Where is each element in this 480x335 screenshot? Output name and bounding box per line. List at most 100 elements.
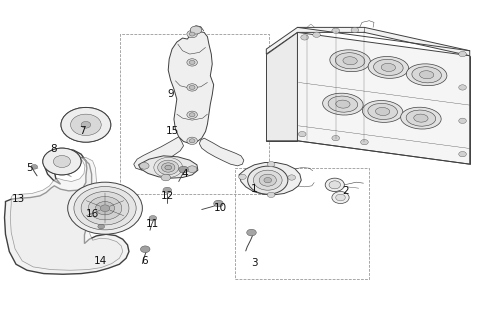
Polygon shape <box>53 148 71 175</box>
Ellipse shape <box>368 104 397 120</box>
Circle shape <box>53 155 71 168</box>
Circle shape <box>61 108 111 142</box>
Polygon shape <box>199 138 244 166</box>
Ellipse shape <box>381 63 396 71</box>
Circle shape <box>264 178 272 183</box>
Circle shape <box>48 151 76 172</box>
Text: 11: 11 <box>146 219 159 229</box>
Circle shape <box>179 166 188 173</box>
Circle shape <box>96 202 115 215</box>
Polygon shape <box>239 162 301 195</box>
Circle shape <box>71 114 101 135</box>
Ellipse shape <box>343 57 357 65</box>
Polygon shape <box>139 156 198 178</box>
Circle shape <box>53 155 71 168</box>
Circle shape <box>154 157 182 178</box>
Ellipse shape <box>401 107 441 129</box>
Circle shape <box>187 137 197 144</box>
Circle shape <box>329 181 340 189</box>
Polygon shape <box>168 31 214 143</box>
Circle shape <box>332 28 339 34</box>
Text: 4: 4 <box>181 169 188 179</box>
Circle shape <box>332 192 349 204</box>
Circle shape <box>301 35 309 40</box>
Circle shape <box>161 163 175 172</box>
Circle shape <box>141 246 150 253</box>
Ellipse shape <box>368 57 408 78</box>
Polygon shape <box>4 149 141 274</box>
Circle shape <box>98 224 105 229</box>
Circle shape <box>253 170 282 190</box>
Circle shape <box>81 122 91 128</box>
Polygon shape <box>266 27 470 56</box>
Circle shape <box>157 160 179 175</box>
Text: 7: 7 <box>79 126 85 136</box>
Text: 2: 2 <box>342 186 348 196</box>
Circle shape <box>165 165 171 170</box>
Circle shape <box>71 114 101 135</box>
Ellipse shape <box>375 108 390 116</box>
Circle shape <box>189 113 195 117</box>
Circle shape <box>267 161 275 167</box>
Polygon shape <box>10 157 127 270</box>
Circle shape <box>189 60 195 64</box>
Circle shape <box>332 135 339 141</box>
Circle shape <box>187 30 197 38</box>
Circle shape <box>267 192 275 198</box>
Circle shape <box>190 26 202 34</box>
Circle shape <box>325 178 344 192</box>
Circle shape <box>189 139 195 143</box>
Circle shape <box>459 151 467 157</box>
Circle shape <box>360 139 368 145</box>
Ellipse shape <box>362 100 403 122</box>
Circle shape <box>187 166 197 173</box>
Circle shape <box>189 32 195 36</box>
Polygon shape <box>266 32 298 141</box>
Ellipse shape <box>373 59 403 75</box>
Circle shape <box>81 192 129 225</box>
Circle shape <box>140 162 149 169</box>
Circle shape <box>239 174 246 180</box>
Circle shape <box>68 182 143 234</box>
Circle shape <box>81 122 91 128</box>
Text: 16: 16 <box>86 209 99 219</box>
Text: 3: 3 <box>251 258 258 268</box>
Ellipse shape <box>330 50 371 72</box>
Circle shape <box>248 166 288 194</box>
Text: 6: 6 <box>141 256 147 266</box>
Circle shape <box>61 108 111 142</box>
Circle shape <box>74 187 136 230</box>
Ellipse shape <box>336 53 365 69</box>
Circle shape <box>58 159 66 164</box>
Circle shape <box>149 215 157 221</box>
Circle shape <box>187 59 197 66</box>
Circle shape <box>288 175 296 180</box>
Circle shape <box>214 200 223 207</box>
Ellipse shape <box>406 110 436 126</box>
Circle shape <box>65 110 107 139</box>
Text: 12: 12 <box>161 191 174 201</box>
Text: 5: 5 <box>26 162 33 173</box>
Ellipse shape <box>420 71 434 79</box>
Circle shape <box>163 187 171 193</box>
Circle shape <box>187 84 197 91</box>
Circle shape <box>313 32 321 38</box>
Circle shape <box>187 111 197 119</box>
Text: 9: 9 <box>168 89 174 99</box>
Circle shape <box>76 118 96 131</box>
Ellipse shape <box>323 93 363 115</box>
Circle shape <box>100 205 110 211</box>
Ellipse shape <box>412 67 442 83</box>
Circle shape <box>459 85 467 90</box>
Text: 14: 14 <box>94 256 107 266</box>
Polygon shape <box>298 32 470 164</box>
Text: 1: 1 <box>251 184 258 194</box>
Circle shape <box>259 174 276 186</box>
Circle shape <box>31 164 37 169</box>
Polygon shape <box>134 137 183 170</box>
Circle shape <box>459 51 467 57</box>
Circle shape <box>247 229 256 236</box>
Circle shape <box>43 148 81 175</box>
Circle shape <box>161 174 170 181</box>
Ellipse shape <box>336 100 350 108</box>
